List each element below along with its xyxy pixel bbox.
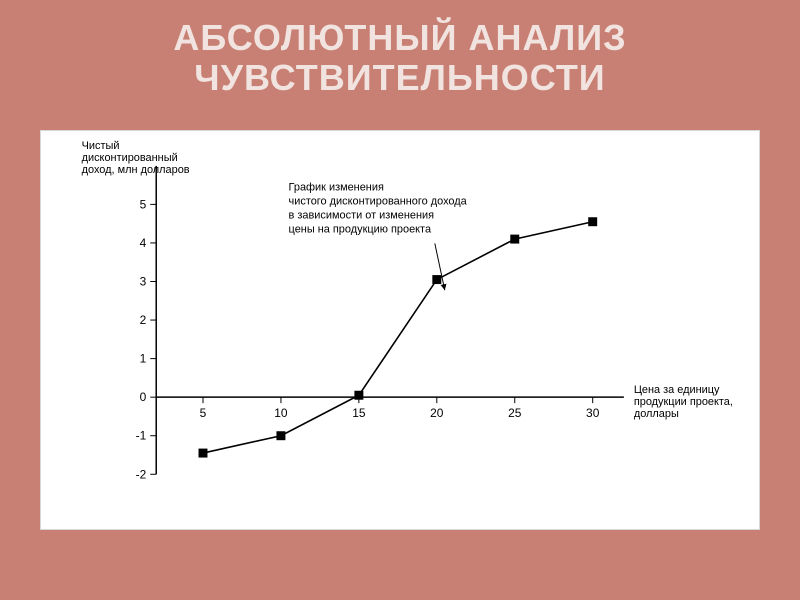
y-tick-label: -1 xyxy=(136,429,147,443)
chart-annotation: чистого дисконтированного дохода xyxy=(289,196,468,208)
x-tick-label: 10 xyxy=(274,406,288,420)
slide-title: АБСОЛЮТНЫЙ АНАЛИЗЧУВСТВИТЕЛЬНОСТИ xyxy=(0,18,800,97)
x-axis-label: доллары xyxy=(634,408,679,420)
y-axis-label: Чистый xyxy=(82,140,120,152)
annotation-arrowhead xyxy=(441,284,447,290)
data-marker xyxy=(588,217,597,226)
x-tick-label: 20 xyxy=(430,406,444,420)
data-marker xyxy=(432,275,441,284)
y-tick-label: 3 xyxy=(140,274,147,288)
y-axis-label: дисконтированный xyxy=(82,152,178,164)
title-line: АБСОЛЮТНЫЙ АНАЛИЗ xyxy=(173,17,626,58)
y-tick-label: -2 xyxy=(136,467,147,481)
title-line: ЧУВСТВИТЕЛЬНОСТИ xyxy=(194,57,605,98)
chart-annotation: График изменения xyxy=(289,182,384,194)
x-tick-label: 25 xyxy=(508,406,522,420)
y-tick-label: 5 xyxy=(140,197,147,211)
y-tick-label: 4 xyxy=(140,236,147,250)
y-axis-label: доход, млн долларов xyxy=(82,164,190,176)
x-tick-label: 30 xyxy=(586,406,600,420)
y-tick-label: 2 xyxy=(140,313,147,327)
data-marker xyxy=(510,235,519,244)
chart-card: 5 10 15 20 25 30 -2 -1 0 1 2 3 4 5 Чистыйдисконтирован… xyxy=(40,130,760,530)
chart-annotation: цены на продукцию проекта xyxy=(289,223,432,235)
y-tick-label: 1 xyxy=(140,352,147,366)
data-marker xyxy=(354,391,363,400)
x-axis-label: Цена за единицу xyxy=(634,384,720,396)
data-marker xyxy=(199,449,208,458)
y-tick-label: 0 xyxy=(140,390,147,404)
chart-annotation: в зависимости от изменения xyxy=(289,210,435,222)
x-tick-label: 15 xyxy=(352,406,366,420)
x-axis-label: продукции проекта, xyxy=(634,396,733,408)
sensitivity-chart: 5 10 15 20 25 30 -2 -1 0 1 2 3 4 5 Чистыйдисконтирован… xyxy=(41,131,759,529)
series-line xyxy=(203,222,593,453)
slide-root: АБСОЛЮТНЫЙ АНАЛИЗЧУВСТВИТЕЛЬНОСТИ 510152… xyxy=(0,0,800,600)
data-marker xyxy=(276,431,285,440)
x-tick-label: 5 xyxy=(200,406,207,420)
